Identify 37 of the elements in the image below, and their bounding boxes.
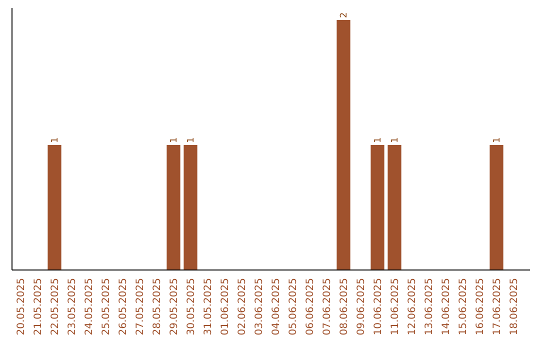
x-tick-label: 11.06.2025 [390, 278, 401, 336]
x-tick-label: 12.06.2025 [407, 278, 418, 336]
x-tick-label: 14.06.2025 [441, 278, 452, 336]
x-tick-label: 24.05.2025 [84, 278, 95, 336]
x-tick-label: 20.05.2025 [16, 278, 27, 336]
x-tick-label: 10.06.2025 [373, 278, 384, 336]
x-tick-label: 27.05.2025 [135, 278, 146, 336]
x-tick-label: 17.06.2025 [492, 278, 503, 336]
x-tick-label: 26.05.2025 [118, 278, 129, 336]
x-tick-label: 09.06.2025 [356, 278, 367, 336]
data-label: 2 [340, 12, 350, 18]
data-label: 1 [374, 137, 384, 143]
x-tick-label: 29.05.2025 [169, 278, 180, 336]
x-tick-label: 23.05.2025 [67, 278, 78, 336]
data-label: 1 [492, 137, 502, 143]
x-tick-label: 07.06.2025 [322, 278, 333, 336]
x-tick-label: 02.06.2025 [237, 278, 248, 336]
x-tick-label: 21.05.2025 [33, 278, 44, 336]
x-tick-label: 22.05.2025 [50, 278, 61, 336]
data-label: 1 [170, 137, 180, 143]
x-tick-label: 08.06.2025 [339, 278, 350, 336]
x-tick-label: 15.06.2025 [458, 278, 469, 336]
data-label: 1 [50, 137, 60, 143]
x-tick-label: 13.06.2025 [424, 278, 435, 336]
x-tick-label: 05.06.2025 [288, 278, 299, 336]
x-tick-label: 01.06.2025 [220, 278, 231, 336]
x-tick-label: 04.06.2025 [271, 278, 282, 336]
x-tick-label: 25.05.2025 [101, 278, 112, 336]
data-label: 1 [186, 137, 196, 143]
x-tick-label: 31.05.2025 [203, 278, 214, 336]
data-label: 1 [390, 137, 400, 143]
x-tick-label: 06.06.2025 [305, 278, 316, 336]
x-tick-label: 16.06.2025 [475, 278, 486, 336]
x-tick-label: 18.06.2025 [509, 278, 520, 336]
x-tick-label: 28.05.2025 [152, 278, 163, 336]
x-tick-label: 03.06.2025 [254, 278, 265, 336]
x-tick-label: 30.05.2025 [186, 278, 197, 336]
